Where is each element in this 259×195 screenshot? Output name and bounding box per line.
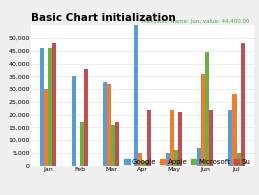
Bar (174, 150, 178, 166)
Bar (197, 148, 201, 166)
Text: Microsoft: Name: Jun, value: 44,400.00: Microsoft: Name: Jun, value: 44,400.00 (142, 19, 250, 24)
Bar (236, 153, 241, 166)
Bar (166, 153, 170, 166)
Bar (84, 69, 88, 166)
Bar (201, 74, 205, 166)
Bar (147, 110, 150, 166)
Bar (52, 43, 56, 166)
Bar (48, 48, 52, 166)
Bar (241, 43, 245, 166)
Bar (111, 125, 115, 166)
Bar (71, 76, 76, 166)
Bar (103, 82, 107, 166)
Bar (138, 153, 142, 166)
Bar (44, 89, 48, 166)
Bar (80, 122, 84, 166)
Bar (142, 161, 147, 166)
Bar (209, 110, 213, 166)
Bar (233, 94, 236, 166)
Bar (134, 25, 138, 166)
Bar (40, 48, 44, 166)
Bar (115, 122, 119, 166)
Bar (228, 110, 233, 166)
Bar (205, 52, 209, 166)
Bar (178, 112, 182, 166)
Text: Basic Chart initialization: Basic Chart initialization (31, 13, 176, 23)
Bar (170, 110, 174, 166)
Legend: Google, Apple, Microsoft, Su: Google, Apple, Microsoft, Su (124, 159, 250, 165)
Bar (107, 84, 111, 166)
